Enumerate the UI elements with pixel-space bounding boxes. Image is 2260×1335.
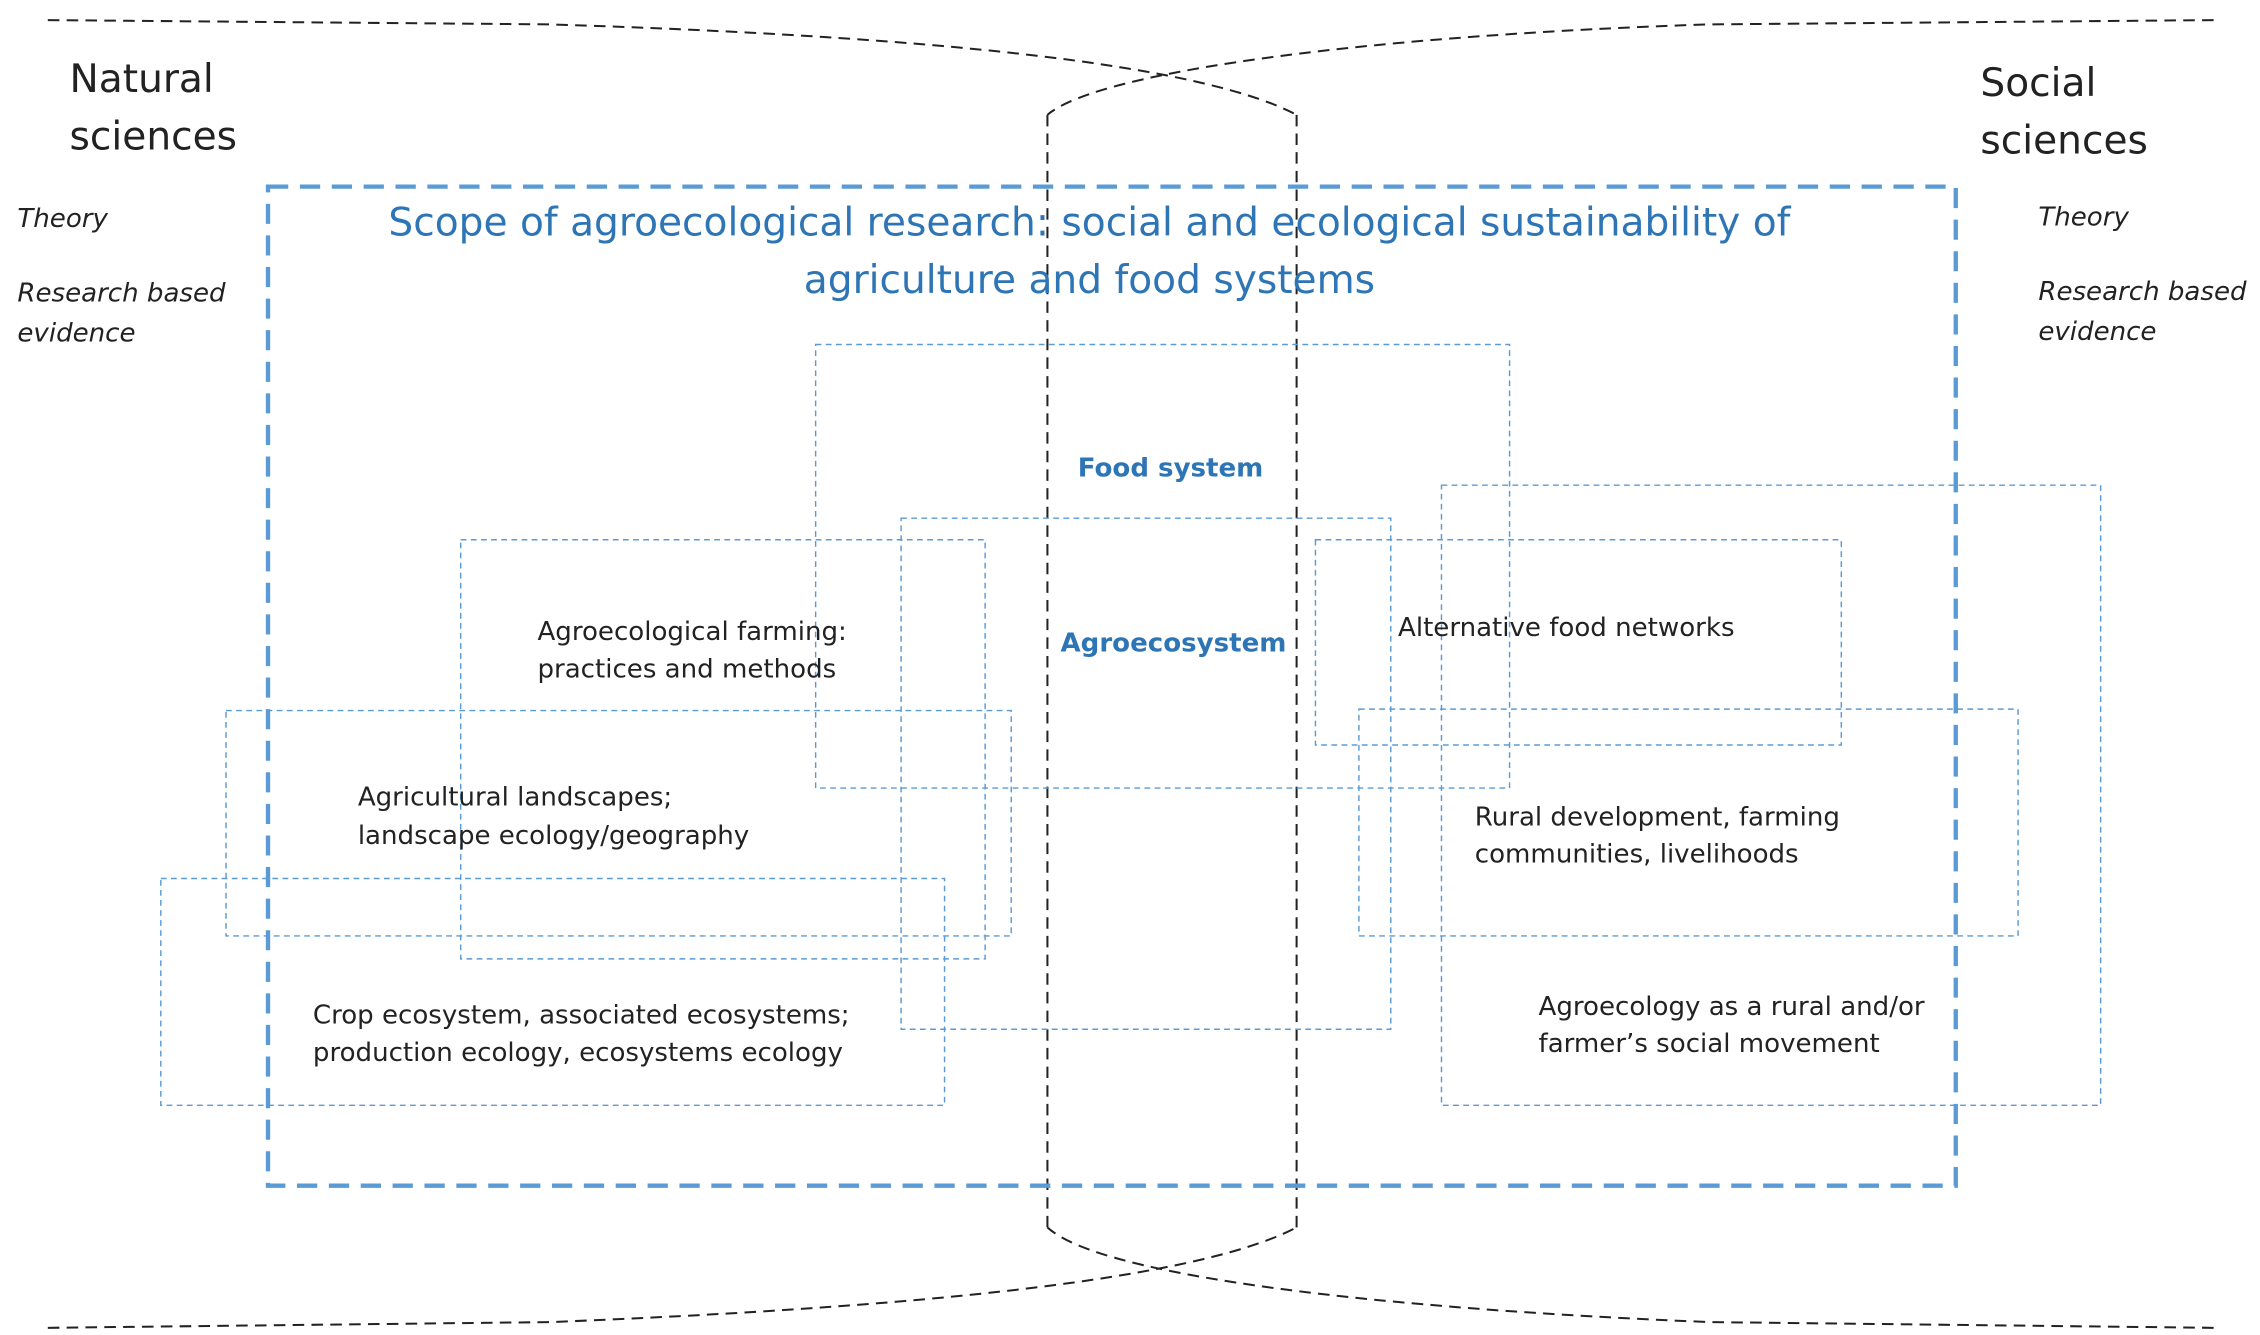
node-label: farmer’s social movement (1539, 1029, 1880, 1059)
node-label: Crop ecosystem, associated ecosystems; (313, 1001, 850, 1031)
node-label: communities, livelihoods (1475, 840, 1799, 870)
scope-title: agriculture and food systems (804, 258, 1375, 303)
label: evidence (17, 319, 135, 349)
node-box (160, 877, 946, 1107)
node-label: Agroecological farming: (537, 617, 846, 647)
node-label: Food system (1078, 454, 1264, 484)
node-label: Agroecosystem (1061, 629, 1287, 659)
scope-title: Scope of agroecological research: social… (388, 201, 1791, 246)
label: evidence (2038, 317, 2156, 347)
heading: Social (1980, 61, 2096, 106)
node-label: Agroecology as a rural and/or (1539, 992, 1925, 1022)
label: Theory (17, 204, 108, 234)
label: Research based (2038, 277, 2247, 307)
scope-box (265, 184, 1958, 1188)
node-box (1314, 539, 1843, 746)
node-box (814, 343, 1511, 789)
hourglass (47, 19, 2214, 1329)
node-box (1358, 708, 2019, 937)
heading: Natural (70, 57, 214, 102)
node-label: landscape ecology/geography (358, 821, 749, 851)
node-label: production ecology, ecosystems ecology (313, 1038, 843, 1068)
label: Theory (2038, 202, 2129, 232)
heading: sciences (1980, 119, 2147, 164)
node-label: Rural development, farming (1475, 803, 1840, 833)
node-label: practices and methods (537, 655, 836, 685)
node-label: Alternative food networks (1398, 613, 1735, 643)
node-box (900, 517, 1392, 1030)
node-label: Agricultural landscapes; (358, 782, 672, 812)
label: Research based (17, 279, 226, 309)
heading: sciences (70, 114, 237, 159)
node-box (459, 539, 986, 960)
node-box (1440, 484, 2102, 1107)
